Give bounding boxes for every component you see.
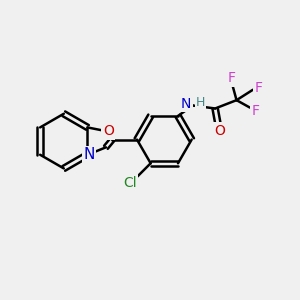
Text: Cl: Cl	[123, 176, 137, 190]
Text: H: H	[196, 96, 205, 109]
Text: O: O	[103, 124, 114, 138]
Text: F: F	[228, 71, 236, 85]
Text: F: F	[251, 103, 259, 118]
Text: O: O	[214, 124, 225, 138]
Text: N: N	[181, 97, 191, 111]
Text: F: F	[254, 81, 262, 95]
Text: N: N	[83, 147, 95, 162]
